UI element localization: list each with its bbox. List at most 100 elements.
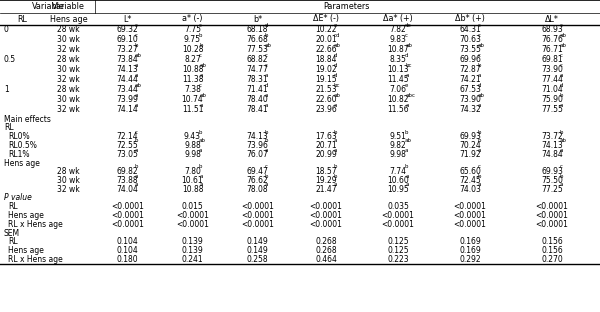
Text: ab: ab: [334, 43, 340, 48]
Text: 0.139: 0.139: [182, 237, 203, 246]
Text: 73.90: 73.90: [459, 95, 481, 105]
Text: a: a: [478, 73, 481, 78]
Text: 30 wk: 30 wk: [57, 66, 80, 75]
Text: b: b: [199, 164, 202, 169]
Text: 73.96: 73.96: [247, 141, 268, 150]
Text: c: c: [199, 83, 202, 88]
Text: 10.74: 10.74: [182, 95, 203, 105]
Text: c: c: [135, 33, 138, 38]
Text: c: c: [135, 129, 138, 134]
Text: <0.0001: <0.0001: [536, 211, 568, 220]
Text: a: a: [265, 148, 268, 153]
Text: 11.38: 11.38: [182, 76, 203, 85]
Text: a: a: [406, 73, 409, 78]
Text: a: a: [265, 183, 268, 188]
Text: 71.92: 71.92: [459, 150, 481, 159]
Text: ab: ab: [406, 43, 412, 48]
Text: b: b: [334, 129, 337, 134]
Text: 0.270: 0.270: [541, 255, 563, 264]
Text: 74.13: 74.13: [116, 66, 139, 75]
Text: a: a: [559, 73, 563, 78]
Text: 75.50: 75.50: [541, 176, 563, 185]
Text: b: b: [559, 129, 563, 134]
Text: e: e: [404, 83, 408, 88]
Text: b: b: [559, 173, 563, 178]
Text: 74.84: 74.84: [541, 150, 563, 159]
Text: ΔL*: ΔL*: [545, 14, 559, 23]
Text: 73.05: 73.05: [116, 150, 139, 159]
Text: d: d: [334, 73, 337, 78]
Text: c: c: [478, 23, 481, 28]
Text: 9.75: 9.75: [184, 36, 201, 45]
Text: 10.88: 10.88: [182, 66, 203, 75]
Text: b: b: [265, 173, 268, 178]
Text: 7.80: 7.80: [184, 167, 201, 176]
Text: a: a: [334, 139, 337, 144]
Text: a: a: [406, 183, 409, 188]
Text: 0.125: 0.125: [387, 246, 409, 255]
Text: <0.0001: <0.0001: [382, 220, 415, 229]
Text: 65.60: 65.60: [459, 167, 481, 176]
Text: ab: ab: [334, 93, 340, 98]
Text: b: b: [478, 139, 481, 144]
Text: RL: RL: [8, 237, 17, 246]
Text: 73.84: 73.84: [116, 56, 139, 65]
Text: b: b: [200, 43, 203, 48]
Text: ab: ab: [200, 63, 207, 68]
Text: 10.88: 10.88: [182, 185, 203, 194]
Text: 9.51: 9.51: [389, 132, 406, 141]
Text: bc: bc: [406, 63, 412, 68]
Text: c: c: [478, 164, 481, 169]
Text: c: c: [559, 164, 562, 169]
Text: 73.55: 73.55: [459, 46, 481, 55]
Text: 0.5: 0.5: [4, 56, 16, 65]
Text: 0.156: 0.156: [541, 246, 563, 255]
Text: 74.14: 74.14: [116, 105, 139, 115]
Text: 74.32: 74.32: [459, 105, 481, 115]
Text: 0.169: 0.169: [459, 237, 481, 246]
Text: a: a: [135, 148, 139, 153]
Text: b: b: [404, 129, 408, 134]
Text: 28 wk: 28 wk: [57, 85, 80, 95]
Text: RL0%: RL0%: [8, 132, 29, 141]
Text: <0.0001: <0.0001: [454, 202, 487, 211]
Text: 76.76: 76.76: [541, 36, 563, 45]
Text: b: b: [334, 164, 337, 169]
Text: RL x Hens age: RL x Hens age: [8, 255, 63, 264]
Text: 74.77: 74.77: [247, 66, 268, 75]
Text: 74.44: 74.44: [116, 76, 139, 85]
Text: 0.292: 0.292: [459, 255, 481, 264]
Text: Hens age: Hens age: [8, 246, 44, 255]
Text: RL x Hens age: RL x Hens age: [8, 220, 63, 229]
Text: a: a: [200, 103, 203, 108]
Text: b: b: [265, 139, 268, 144]
Text: 18.57: 18.57: [315, 167, 337, 176]
Text: SEM: SEM: [4, 228, 20, 237]
Text: 18.84: 18.84: [315, 56, 337, 65]
Text: 69.82: 69.82: [116, 167, 139, 176]
Text: ab: ab: [559, 139, 566, 144]
Text: Δa* (+): Δa* (+): [383, 14, 413, 23]
Text: 78.40: 78.40: [247, 95, 268, 105]
Text: 78.31: 78.31: [247, 76, 268, 85]
Text: 74.03: 74.03: [459, 185, 481, 194]
Text: Main effects: Main effects: [4, 115, 51, 124]
Text: 21.53: 21.53: [315, 85, 337, 95]
Text: <0.0001: <0.0001: [111, 211, 144, 220]
Text: 70.24: 70.24: [459, 141, 481, 150]
Text: a: a: [199, 148, 202, 153]
Text: b*: b*: [253, 14, 262, 23]
Text: 67.53: 67.53: [459, 85, 481, 95]
Text: 73.99: 73.99: [116, 95, 139, 105]
Text: 0.149: 0.149: [247, 246, 268, 255]
Text: 0.125: 0.125: [387, 237, 409, 246]
Text: <0.0001: <0.0001: [382, 211, 415, 220]
Text: a: a: [478, 148, 481, 153]
Text: 73.72: 73.72: [541, 132, 563, 141]
Text: Hens age: Hens age: [4, 158, 40, 168]
Text: 72.55: 72.55: [116, 141, 139, 150]
Text: 9.43: 9.43: [184, 132, 201, 141]
Text: c: c: [559, 53, 562, 58]
Text: 69.96: 69.96: [459, 56, 481, 65]
Text: a: a: [334, 103, 337, 108]
